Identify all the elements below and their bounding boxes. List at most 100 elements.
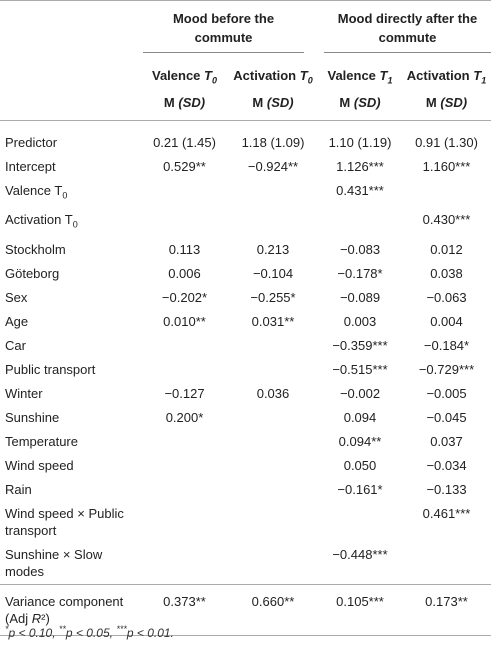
table-cell bbox=[228, 208, 318, 238]
table-cell: 0.430*** bbox=[422, 212, 471, 228]
stat-mean-label: M bbox=[339, 94, 354, 110]
column-header-4: Activation T1 bbox=[402, 65, 491, 92]
row-label: Predictor bbox=[5, 134, 58, 150]
column-header-symbol: T0 bbox=[204, 68, 217, 86]
column-header-3: Valence T1 bbox=[318, 65, 402, 92]
table-row: Stockholm 0.113 0.213 −0.083 0.012 bbox=[0, 238, 491, 262]
table-cell bbox=[141, 478, 228, 502]
table-row: Age 0.010** 0.031** 0.003 0.004 bbox=[0, 310, 491, 334]
row-label: Sunshine bbox=[5, 409, 60, 425]
table-cell bbox=[141, 454, 228, 478]
table-row: Winter −0.127 0.036 −0.002 −0.005 bbox=[0, 382, 491, 406]
column-header-subscript: 1 bbox=[481, 75, 487, 86]
group-title-after: Mood directly after the commute bbox=[324, 9, 491, 53]
stat-sd-label: (SD) bbox=[266, 94, 294, 110]
table-cell: 1.160*** bbox=[422, 158, 471, 174]
table-cell: −0.045 bbox=[426, 409, 467, 425]
table-cell: 0.461*** bbox=[422, 505, 471, 521]
table-cell bbox=[228, 502, 318, 543]
column-header-name: Valence bbox=[327, 68, 380, 83]
table-cell: −0.729*** bbox=[418, 361, 475, 377]
table-row: Temperature 0.094** 0.037 bbox=[0, 430, 491, 454]
table-cell: 1.10 (1.19) bbox=[328, 134, 392, 150]
column-stat-4: M (SD) bbox=[402, 91, 491, 121]
table-cell bbox=[228, 543, 318, 585]
table-cell: 0.113 bbox=[168, 241, 201, 257]
table-cell bbox=[228, 454, 318, 478]
row-label: Wind speed bbox=[5, 457, 74, 473]
column-header-subscript: 1 bbox=[387, 75, 393, 86]
table-cell: 0.094 bbox=[343, 409, 377, 425]
table-row: Activation T0 0.430*** bbox=[0, 208, 491, 238]
table-cell: −0.161* bbox=[337, 481, 383, 497]
column-header-2: Activation T0 bbox=[228, 65, 318, 92]
row-label: Car bbox=[5, 337, 26, 353]
row-label: Sunshine × Slow modes bbox=[5, 546, 103, 579]
table-row: Car −0.359*** −0.184* bbox=[0, 334, 491, 358]
table-cell bbox=[402, 179, 491, 209]
table-cell: −0.133 bbox=[426, 481, 467, 497]
table-cell bbox=[141, 208, 228, 238]
table-cell bbox=[228, 478, 318, 502]
table-row: Predictor 0.21 (1.45) 1.18 (1.09) 1.10 (1.1… bbox=[0, 131, 491, 155]
table-cell: 0.036 bbox=[256, 385, 290, 401]
table-cell bbox=[141, 543, 228, 585]
table-cell: 0.213 bbox=[256, 241, 290, 257]
table-cell: 0.004 bbox=[430, 313, 463, 329]
table-row: Göteborg 0.006 −0.104 −0.178* 0.038 bbox=[0, 262, 491, 286]
row-label: Variance component (Adj R²) bbox=[0, 583, 141, 636]
table-cell: −0.255* bbox=[250, 289, 296, 305]
table-cell: 0.660** bbox=[228, 583, 318, 636]
table-row: Rain −0.161* −0.133 bbox=[0, 478, 491, 502]
table-cell bbox=[228, 179, 318, 209]
table-row: Intercept 0.529** −0.924** 1.126*** 1.160*** bbox=[0, 155, 491, 179]
column-header-1: Valence T0 bbox=[141, 65, 228, 92]
table-cell: 0.012 bbox=[430, 241, 463, 257]
table-cell: 0.050 bbox=[343, 457, 377, 473]
row-label: Stockholm bbox=[5, 241, 66, 257]
group-header-after: Mood directly after the commute bbox=[318, 9, 491, 53]
table-cell: 0.010** bbox=[163, 313, 206, 329]
table-cell bbox=[141, 334, 228, 358]
table-row: Wind speed × Public transport 0.461*** bbox=[0, 502, 491, 543]
table-row: Sunshine 0.200* 0.094 −0.045 bbox=[0, 406, 491, 430]
column-header-subscript: 0 bbox=[307, 75, 313, 86]
table-cell: −0.515*** bbox=[332, 361, 388, 377]
table-row: Valence T0 0.431*** bbox=[0, 179, 491, 209]
stat-mean-label: M bbox=[252, 94, 267, 110]
table-cell: 0.173** bbox=[402, 583, 491, 636]
table-cell: −0.005 bbox=[426, 385, 467, 401]
row-label: Wind speed × Public transport bbox=[5, 505, 124, 538]
table-cell: −0.924** bbox=[247, 158, 299, 174]
group-header-before: Mood before the commute bbox=[141, 9, 318, 53]
table-cell bbox=[141, 179, 228, 209]
table-cell: −0.002 bbox=[339, 385, 381, 401]
table-cell: −0.448*** bbox=[332, 546, 388, 562]
row-label: Rain bbox=[5, 481, 32, 497]
row-label: Temperature bbox=[5, 433, 78, 449]
table-cell: 0.373** bbox=[141, 583, 228, 636]
column-header-name: Activation bbox=[233, 68, 300, 83]
table-cell: 0.91 (1.30) bbox=[415, 134, 478, 150]
row-label: Activation T0 bbox=[5, 212, 78, 230]
table-cell bbox=[228, 430, 318, 454]
table-cell: 0.094** bbox=[338, 433, 382, 449]
table-footnote: *p < 0.10, **p < 0.05, ***p < 0.01. bbox=[5, 624, 174, 640]
row-label: Sex bbox=[5, 289, 28, 305]
table-cell: 0.21 (1.45) bbox=[153, 134, 216, 150]
table-cell: −0.104 bbox=[252, 265, 294, 281]
table-row: Public transport −0.515*** −0.729*** bbox=[0, 358, 491, 382]
table-cell: 0.037 bbox=[430, 433, 463, 449]
table-cell: −0.359*** bbox=[332, 337, 388, 353]
column-stat-3: M (SD) bbox=[318, 91, 402, 121]
table-cell bbox=[141, 502, 228, 543]
table-cell: 0.529** bbox=[163, 158, 206, 174]
stat-sd-label: (SD) bbox=[353, 94, 381, 110]
table-cell: −0.178* bbox=[337, 265, 383, 281]
table-cell: −0.083 bbox=[339, 241, 381, 257]
table-cell bbox=[228, 358, 318, 382]
column-header-name: Valence bbox=[151, 68, 205, 83]
table-cell: 1.126*** bbox=[336, 158, 384, 174]
